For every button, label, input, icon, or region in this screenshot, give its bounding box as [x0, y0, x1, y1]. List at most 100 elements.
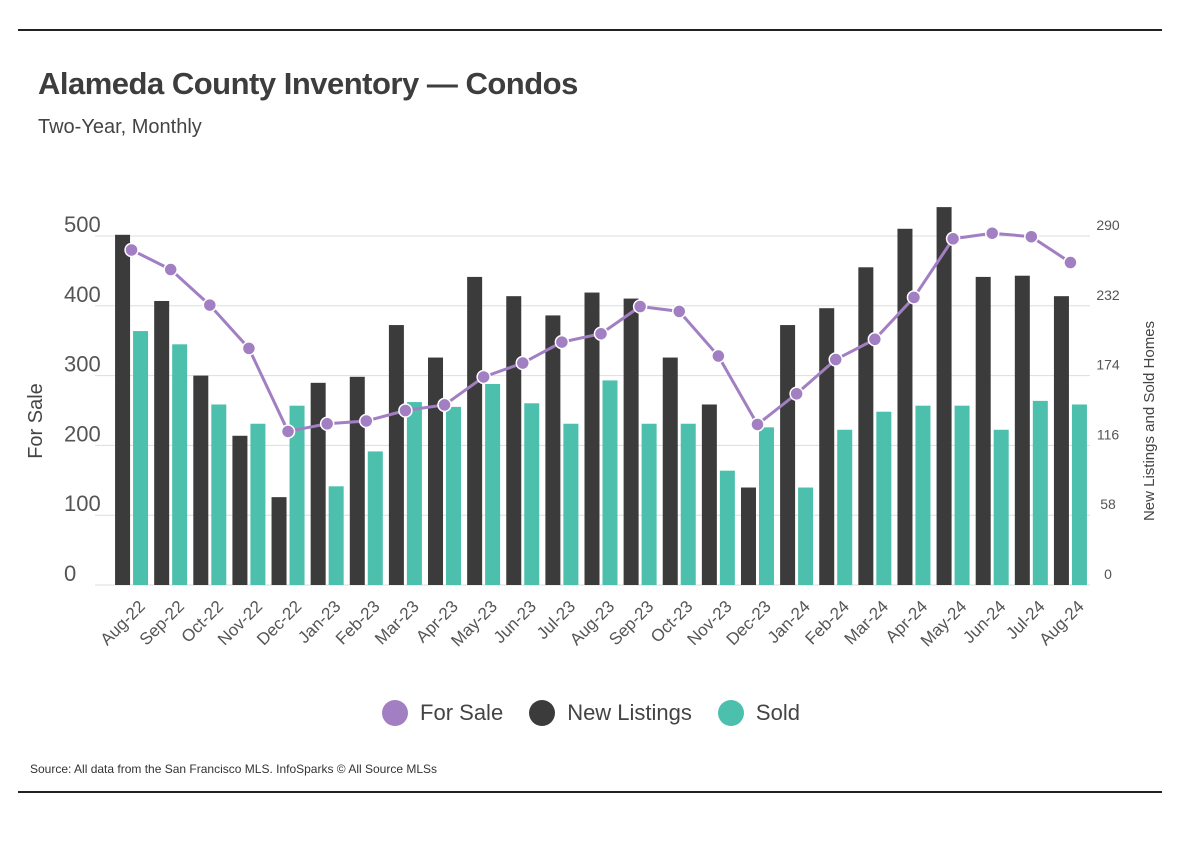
- x-tick-label: Dec-23: [723, 597, 775, 649]
- bar-sold: [798, 487, 814, 585]
- y-tick-label-left: 300: [64, 352, 101, 377]
- bar-new-listings: [545, 315, 561, 585]
- bar-sold: [719, 470, 735, 585]
- bottom-rule: [18, 791, 1162, 793]
- top-rule: [18, 29, 1162, 31]
- y-tick-label-left: 100: [64, 491, 101, 516]
- point-for-sale: [671, 304, 687, 319]
- point-for-sale: [554, 334, 570, 350]
- point-for-sale: [1063, 255, 1078, 270]
- point-for-sale: [476, 369, 491, 385]
- bar-new-listings: [232, 435, 248, 585]
- bar-sold: [915, 405, 931, 585]
- bar-sold: [954, 405, 970, 585]
- bar-new-listings: [623, 298, 639, 585]
- page-title: Alameda County Inventory — Condos: [38, 66, 578, 101]
- y-tick-label-left: 200: [64, 421, 101, 446]
- bar-new-listings: [897, 228, 913, 586]
- bar-sold: [406, 402, 422, 585]
- bar-new-listings: [858, 267, 874, 585]
- y-tick-label-left: 500: [64, 212, 101, 237]
- bar-new-listings: [1053, 296, 1069, 585]
- point-for-sale: [163, 262, 178, 277]
- point-for-sale: [241, 341, 257, 356]
- bar-new-listings: [584, 292, 600, 585]
- point-for-sale: [789, 386, 804, 401]
- x-tick-label: Mar-23: [371, 597, 423, 649]
- bar-new-listings: [819, 308, 835, 585]
- y-tick-label-right: 58: [1100, 496, 1116, 512]
- point-for-sale: [319, 416, 335, 432]
- bar-new-listings: [1014, 275, 1030, 585]
- bar-new-listings: [271, 497, 287, 585]
- point-for-sale: [906, 290, 922, 305]
- point-for-sale: [1024, 229, 1039, 244]
- bar-new-listings: [388, 325, 404, 585]
- x-tick-label: Sep-23: [605, 597, 657, 649]
- legend-swatch-new-listings: [529, 700, 556, 726]
- legend-label-new-listings: New Listings: [567, 700, 692, 725]
- point-for-sale: [632, 299, 648, 314]
- legend-swatch-sold: [717, 700, 744, 726]
- point-for-sale: [398, 403, 413, 418]
- bar-sold: [289, 405, 305, 585]
- point-for-sale: [984, 225, 1000, 241]
- bar-sold: [641, 423, 657, 585]
- bar-new-listings: [193, 375, 209, 585]
- y-tick-label-right: 0: [1104, 566, 1112, 582]
- point-for-sale: [124, 242, 139, 258]
- bar-sold: [876, 411, 892, 585]
- bar-sold: [250, 423, 266, 585]
- bar-new-listings: [975, 276, 991, 585]
- x-tick-label: Aug-24: [1036, 597, 1088, 649]
- point-for-sale: [437, 397, 452, 413]
- bar-new-listings: [662, 357, 678, 585]
- bar-new-listings: [115, 234, 131, 585]
- bar-new-listings: [701, 404, 717, 585]
- chart-legend: For Sale New Listings Sold: [0, 700, 1182, 726]
- bar-new-listings: [349, 376, 365, 585]
- bar-sold: [837, 429, 853, 585]
- point-for-sale: [515, 355, 531, 371]
- bar-sold: [1071, 404, 1087, 585]
- y-axis-title-right: New Listings and Sold Homes: [1141, 321, 1158, 521]
- point-for-sale: [280, 424, 296, 439]
- bar-sold: [328, 486, 344, 585]
- bar-sold: [602, 380, 618, 585]
- source-note: Source: All data from the San Francisco …: [30, 762, 438, 776]
- bar-sold: [172, 344, 188, 585]
- y-tick-label-right: 116: [1097, 426, 1120, 442]
- bar-sold: [680, 423, 696, 585]
- bar-new-listings: [428, 357, 444, 585]
- point-for-sale: [828, 352, 843, 367]
- y-tick-label-right: 174: [1096, 357, 1120, 373]
- bar-sold: [367, 451, 383, 585]
- page-subtitle: Two-Year, Monthly: [38, 116, 202, 138]
- point-for-sale: [359, 413, 374, 429]
- bar-new-listings: [740, 487, 756, 585]
- legend-item-sold: Sold: [717, 700, 800, 726]
- x-tick-label: Mar-24: [841, 597, 893, 649]
- point-for-sale: [711, 348, 726, 364]
- bar-new-listings: [780, 325, 796, 585]
- x-tick-label: Jun-23: [490, 597, 540, 647]
- y-tick-label-right: 232: [1096, 287, 1120, 303]
- bar-sold: [758, 427, 774, 585]
- bar-sold: [211, 404, 227, 585]
- point-for-sale: [593, 326, 609, 341]
- bar-new-listings: [310, 382, 326, 585]
- bar-sold: [1032, 400, 1048, 585]
- x-tick-label: Sep-22: [136, 597, 188, 649]
- bar-sold: [485, 384, 501, 585]
- bar-new-listings: [154, 300, 170, 585]
- point-for-sale: [750, 417, 765, 432]
- bar-sold: [563, 423, 579, 585]
- legend-item-for-sale: For Sale: [382, 700, 503, 726]
- legend-label-for-sale: For Sale: [420, 700, 504, 725]
- legend-item-new-listings: New Listings: [529, 700, 692, 726]
- bar-new-listings: [506, 296, 522, 585]
- bar-new-listings: [467, 276, 483, 585]
- y-tick-label-left: 0: [64, 561, 76, 586]
- legend-label-sold: Sold: [755, 700, 800, 725]
